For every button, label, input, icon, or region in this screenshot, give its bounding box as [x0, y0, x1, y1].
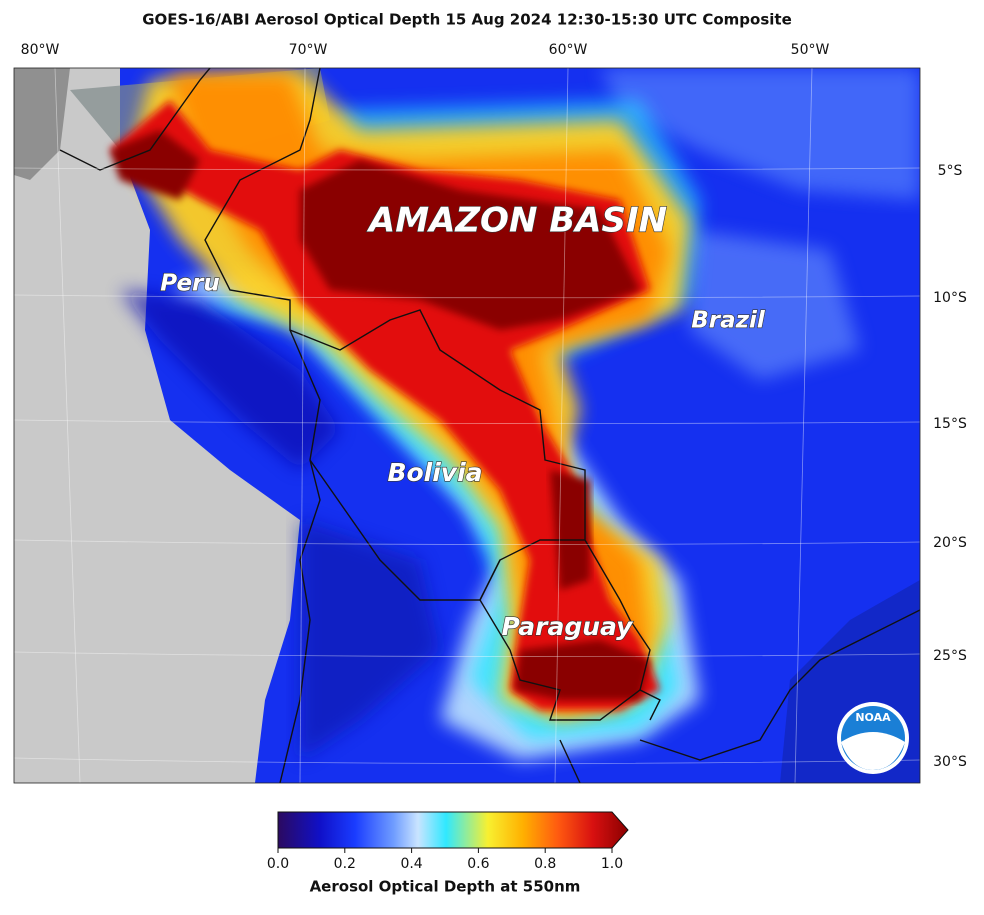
colorbar: [277, 811, 629, 849]
latitude-label: 15°S: [933, 416, 967, 432]
map-image: [14, 68, 920, 783]
colorbar-tick-label: 1.0: [601, 856, 623, 872]
colorbar-tick-label: 0.4: [400, 856, 422, 872]
latitude-label: 20°S: [933, 535, 967, 551]
colorbar-tick-label: 0.6: [467, 856, 489, 872]
colorbar-tick-label: 0.8: [534, 856, 556, 872]
latitude-label: 30°S: [933, 754, 967, 770]
longitude-label: 70°W: [289, 42, 328, 58]
place-label: AMAZON BASIN: [366, 201, 667, 241]
noaa-logo: NOAA: [837, 702, 909, 774]
logo-text: NOAA: [855, 711, 891, 724]
place-label: Bolivia: [387, 458, 482, 487]
colorbar-tick-label: 0.2: [334, 856, 356, 872]
place-label: Peru: [160, 271, 220, 297]
longitude-label: 50°W: [791, 42, 830, 58]
latitude-label: 5°S: [938, 163, 963, 179]
latitude-label: 25°S: [933, 648, 967, 664]
colorbar-label: Aerosol Optical Depth at 550nm: [310, 878, 581, 896]
longitude-label: 80°W: [21, 42, 60, 58]
colorbar-tick-label: 0.0: [267, 856, 289, 872]
place-label: Paraguay: [502, 612, 635, 641]
place-label: Brazil: [691, 308, 766, 334]
longitude-label: 60°W: [549, 42, 588, 58]
map-frame: [13, 67, 921, 784]
latitude-label: 10°S: [933, 290, 967, 306]
map-title: GOES-16/ABI Aerosol Optical Depth 15 Aug…: [142, 11, 792, 29]
